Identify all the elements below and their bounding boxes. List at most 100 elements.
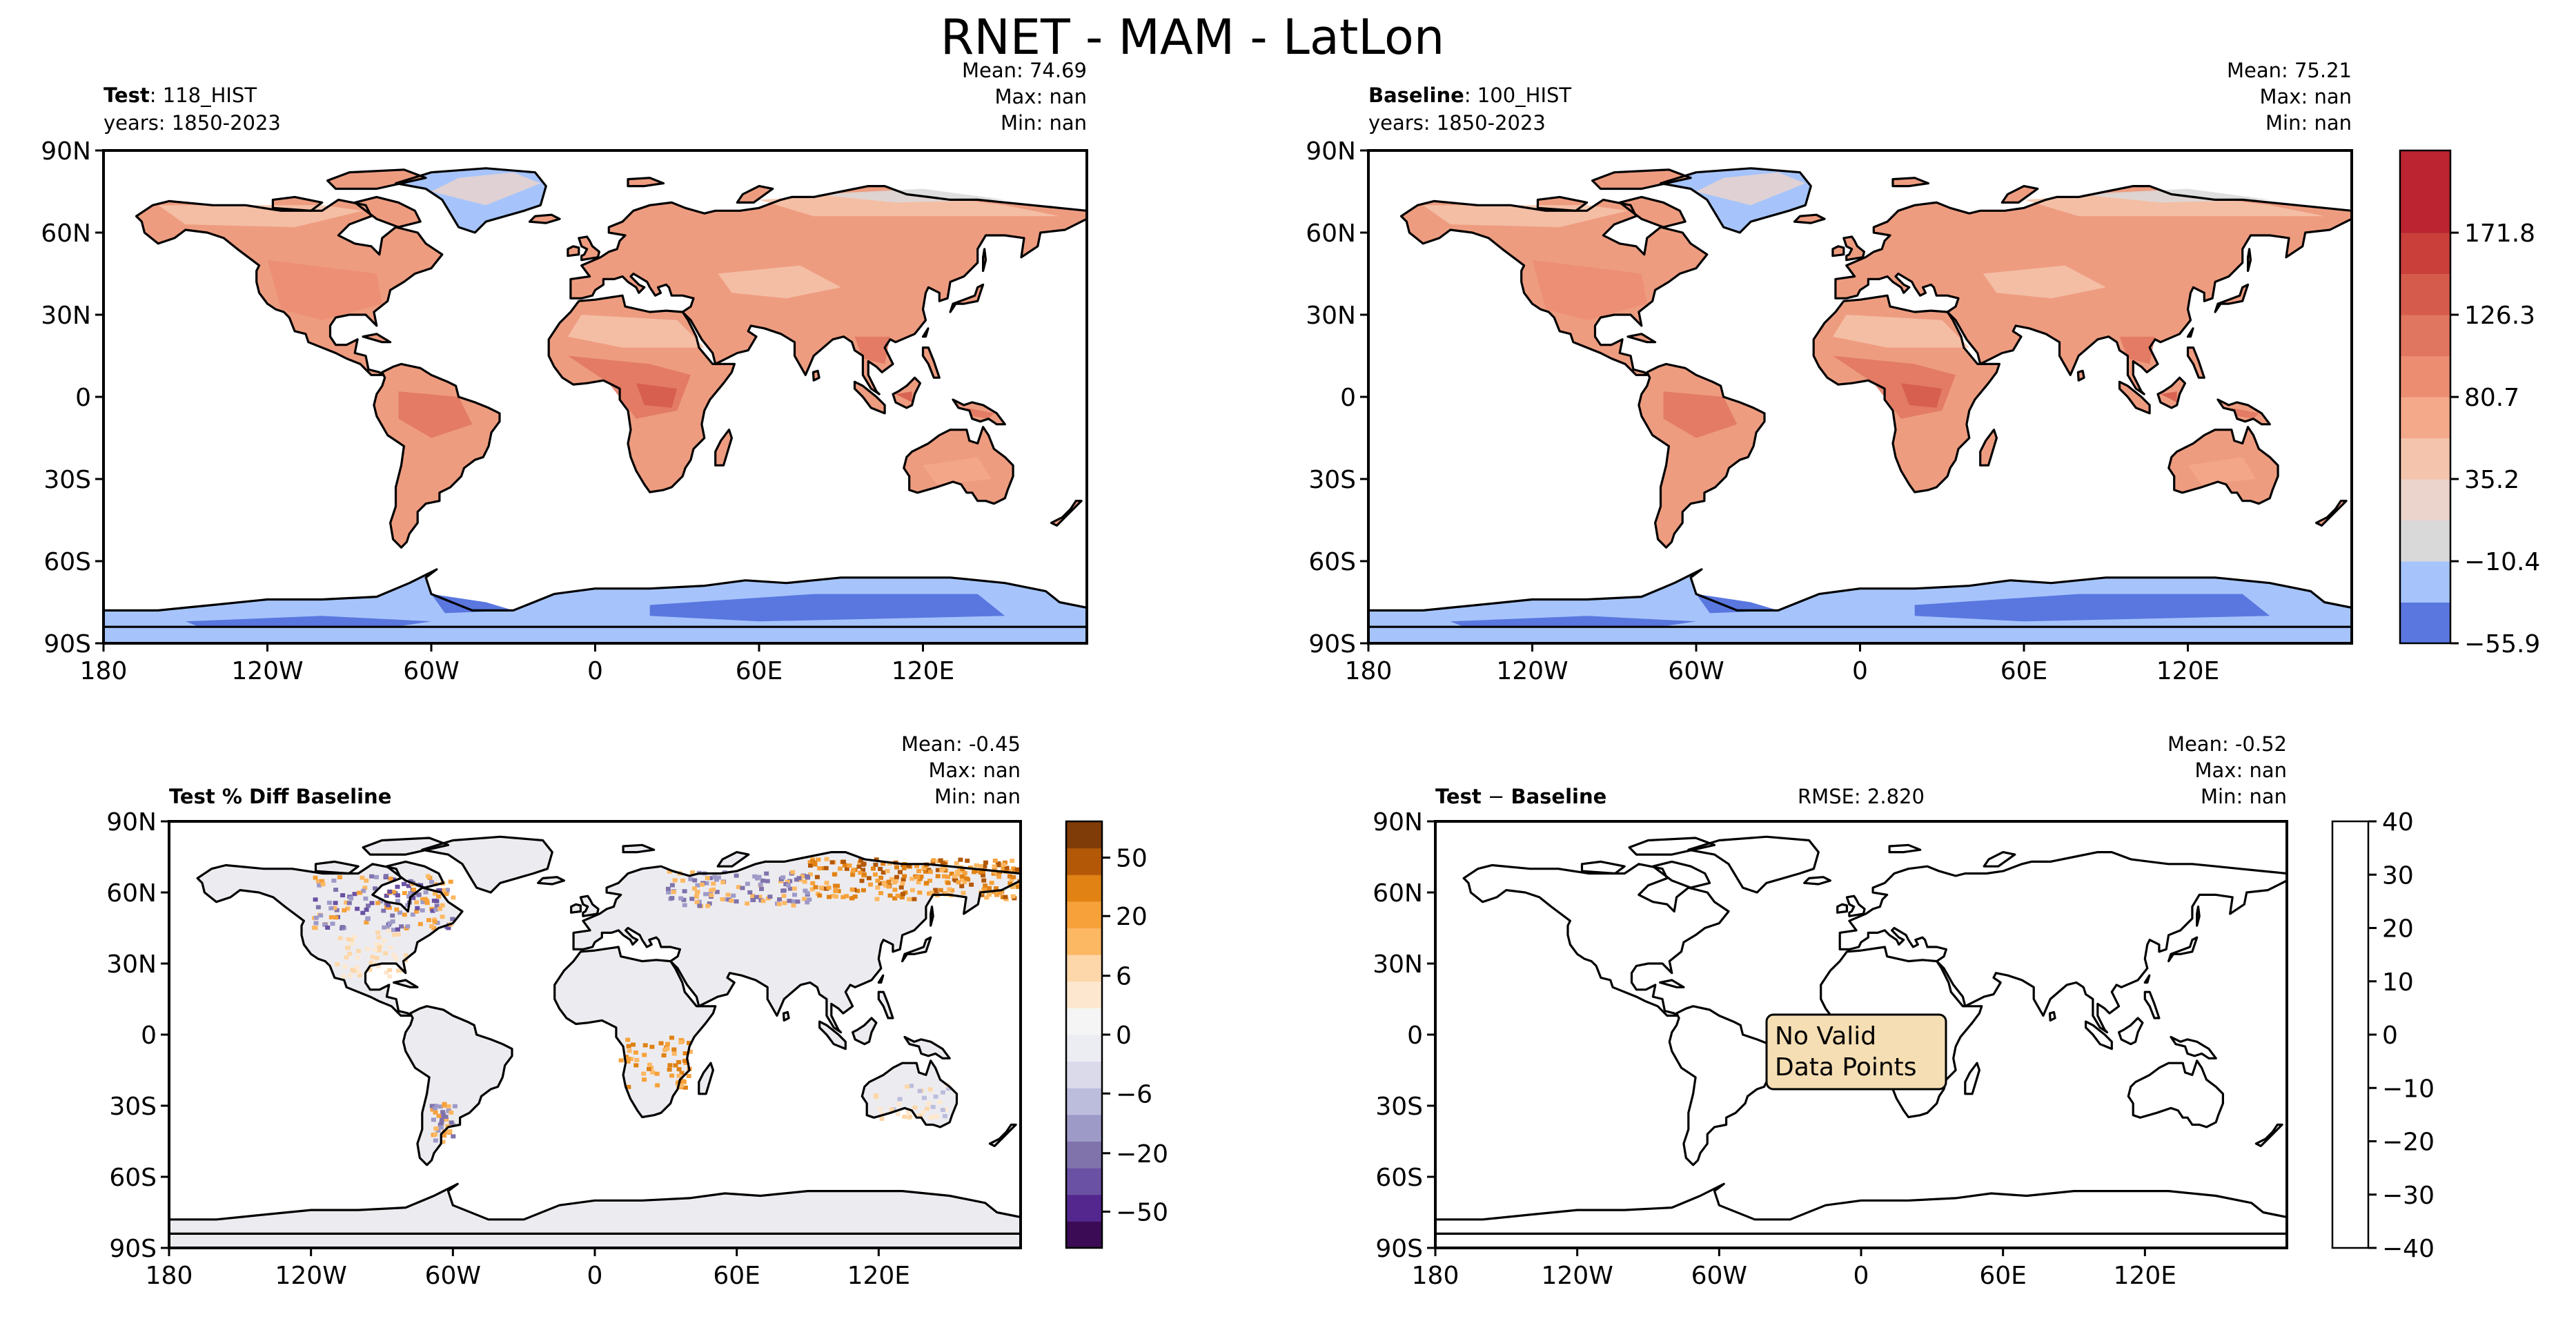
diff-cell [365,946,371,951]
diff-cell [373,886,378,891]
diff-cell [375,930,381,935]
diff-cell [910,888,915,892]
panel-absdiff-title: Test − Baseline [1435,785,1606,808]
diff-cell [373,948,377,952]
diff-cell [974,863,979,868]
diff-cell [754,895,759,899]
diff-cell [795,899,800,904]
coastline-namerica [1462,863,1730,1017]
y-tick-label: 90N [106,808,157,837]
diff-cell [705,876,710,881]
diff-cell [346,937,351,941]
coastline-eurasia [1834,185,2352,395]
diff-cell [448,879,453,884]
x-tick-label: 120W [275,1262,347,1290]
diff-cell [673,1063,678,1068]
diff-cell [886,879,892,884]
diff-cell [381,908,386,913]
diff-cell [785,883,791,888]
stat-mean: Mean: 74.69 [962,59,1087,82]
colorbar-segment [2400,315,2450,356]
diff-cell [361,888,366,893]
diff-cell [917,890,923,895]
diff-cell [682,889,687,894]
diff-cell [681,1079,687,1084]
coastline-africa [553,946,717,1119]
diff-cell [689,897,695,901]
colorbar-pctdiff: 50 20 6 0 −6 −20 −50 [1065,820,1168,1249]
diff-cell [391,928,396,932]
diff-cell [440,915,445,919]
diff-cell [935,868,941,872]
diff-cell [998,890,1003,895]
diff-cell [816,857,821,862]
colorbar-segment [1066,901,1102,928]
diff-cell [440,903,445,908]
diff-cell [365,917,371,921]
coastline-ellesmere [1591,168,1692,190]
diff-cell [700,882,705,887]
coastline-borneo [852,1017,878,1046]
diff-cell [740,886,745,890]
diff-cell [667,869,672,874]
colorbar-segment [2400,520,2450,562]
diff-cell [346,901,352,906]
land-borneo [852,1018,876,1044]
diff-cell [969,882,974,887]
colorbar-segment [1066,1194,1102,1222]
diff-cell [752,874,758,879]
coastline-newguinea [903,1035,951,1059]
diff-cell [434,899,440,903]
land-africa [554,947,716,1117]
y-tick-label: 30N [1373,950,1423,979]
diff-cell [996,875,1002,879]
diff-cell [391,877,396,882]
diff-cell [372,961,377,966]
diff-cell [678,1040,684,1044]
y-tick-label: 0 [141,1022,157,1050]
coastline-japan [2214,283,2250,313]
diff-cell [391,890,396,895]
x-tick-label: 180 [80,657,128,685]
diff-cell [415,906,420,910]
diff-cell [375,964,381,968]
coastline-baffin [353,195,422,228]
diff-cell [849,887,855,892]
coastline-madagascar [1979,429,1998,467]
diff-cell [894,875,899,879]
diff-cell [313,926,318,930]
colorbar-segment [1066,848,1102,875]
diff-cell [764,871,769,876]
diff-cell [437,1122,443,1127]
land-samerica [373,364,500,548]
diff-cell [406,894,412,899]
diff-cell [408,890,413,895]
y-tick-label: 0 [1407,1022,1423,1050]
x-tick-label: 120E [892,657,954,685]
diff-cell [386,928,391,933]
diff-cell [374,942,380,947]
diff-cell [892,888,898,892]
diff-cell [874,897,880,901]
diff-cell [626,1056,631,1061]
diff-cell [855,888,861,893]
colorbar-segment [2400,233,2450,274]
diff-cell [315,905,321,910]
x-tick-label: 60W [1668,657,1724,685]
diff-cell [449,1111,454,1115]
diff-cell [945,881,951,886]
field-patch [567,315,705,348]
land-namerica [197,863,462,1016]
diff-cell [751,898,756,902]
diff-cell [451,1134,456,1139]
diff-cell [351,935,357,939]
diff-cell [940,861,945,866]
field-patch [854,336,890,364]
diff-cell [369,874,375,879]
diff-cell [411,895,416,900]
diff-cell [829,860,835,865]
land-greenland [422,837,553,892]
colorbar-segment [2332,821,2368,1249]
diff-cell [956,880,961,885]
diff-cell [705,903,711,908]
